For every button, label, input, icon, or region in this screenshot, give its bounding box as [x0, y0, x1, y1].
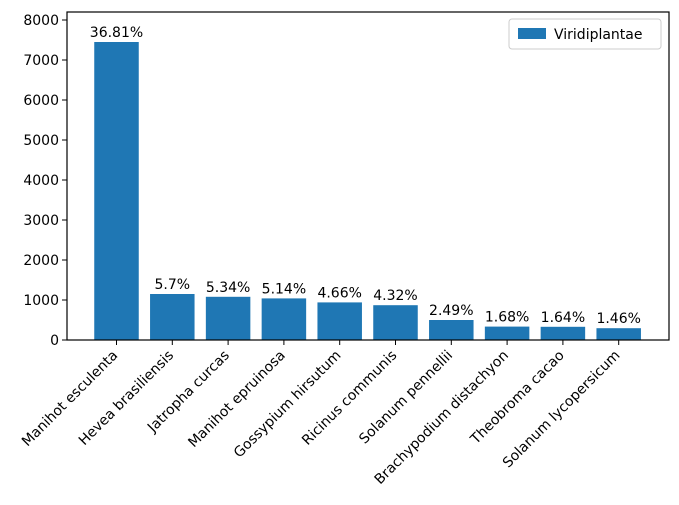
bar-value-label: 1.68% [485, 310, 529, 326]
y-tick-label: 6000 [23, 93, 59, 109]
bar-value-label: 4.66% [317, 285, 361, 301]
bar-value-label: 4.32% [373, 288, 417, 304]
legend: Viridiplantae [508, 18, 662, 50]
x-tick-label: Gossypium hirsutum [231, 348, 345, 462]
x-tick-label: Theobroma cacao [467, 348, 568, 449]
y-tick-label: 4000 [23, 173, 59, 189]
x-tick-label: Ricinus communis [299, 348, 400, 449]
bar [484, 326, 530, 340]
legend-label: Viridiplantae [554, 27, 643, 43]
bar [373, 305, 418, 340]
bar [261, 298, 307, 340]
y-tick-label: 3000 [23, 213, 59, 229]
y-tick-label: 8000 [23, 13, 59, 29]
bar-value-label: 36.81% [90, 25, 143, 41]
bar [429, 320, 474, 340]
bar-value-label: 1.64% [541, 310, 585, 326]
bar [205, 296, 251, 340]
x-tick-label: Hevea brasiliensis [76, 348, 177, 449]
bar-value-label: 5.34% [206, 280, 250, 296]
y-tick-label: 1000 [23, 293, 59, 309]
y-tick-label: 0 [50, 333, 59, 349]
x-tick-label: Manihot esculenta [19, 348, 121, 450]
legend-swatch [518, 28, 546, 39]
y-tick-label: 7000 [23, 53, 59, 69]
bar-value-label: 1.46% [596, 311, 640, 327]
bar-value-label: 2.49% [429, 303, 473, 319]
legend-box [508, 18, 662, 50]
y-tick-label: 5000 [23, 133, 59, 149]
y-tick-label: 2000 [23, 253, 59, 269]
y-axis: 0 1000 2000 3000 4000 5000 6000 7000 8000 [23, 13, 67, 349]
x-tick-label: Solanum pennellii [356, 348, 456, 448]
bar [317, 302, 362, 340]
bar [596, 328, 641, 340]
bars-group [94, 42, 641, 340]
bar-value-label: 5.14% [262, 281, 306, 297]
bar [540, 326, 586, 340]
bar-value-label: 5.7% [155, 277, 191, 293]
bar [94, 42, 139, 340]
plot-frame [66, 11, 670, 341]
x-tick-label: Manihot epruinosa [185, 348, 288, 451]
bar-labels-group: 36.81% 5.7% 5.34% 5.14% 4.66% 4.32% 2.49% 1.68%… [90, 25, 641, 327]
bar [150, 294, 195, 340]
x-tick-label: Solanum lycopersicum [500, 348, 624, 472]
